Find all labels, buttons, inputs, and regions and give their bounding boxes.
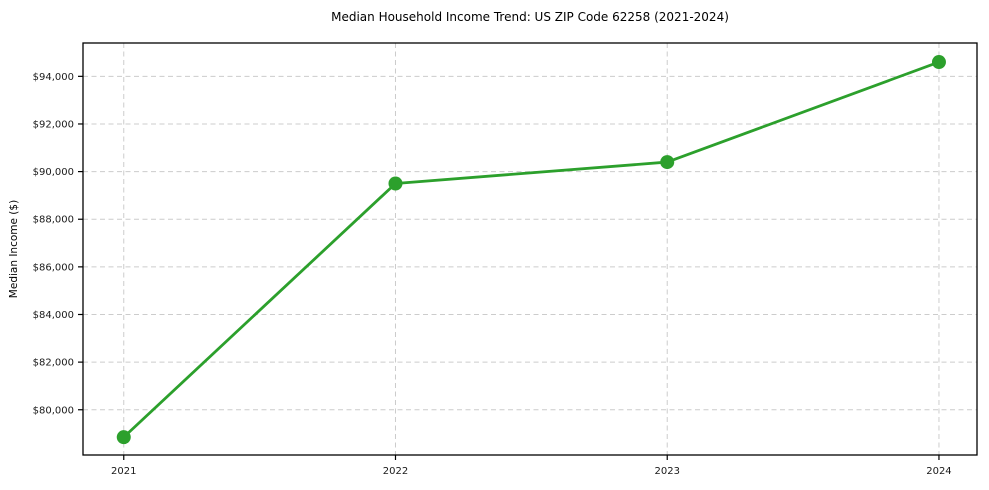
y-tick-label: $88,000 — [33, 215, 74, 226]
x-tick-label: 2022 — [383, 466, 408, 477]
y-tick-label: $82,000 — [33, 358, 74, 369]
y-tick-label: $94,000 — [33, 72, 74, 83]
data-point-2022 — [388, 176, 403, 191]
data-point-2021 — [116, 430, 131, 445]
income-trend-line — [122, 60, 941, 439]
y-tick-label: $90,000 — [33, 167, 74, 178]
chart-title: Median Household Income Trend: US ZIP Co… — [331, 10, 729, 24]
y-tick-label: $84,000 — [33, 310, 74, 321]
x-tick-label: 2021 — [111, 466, 136, 477]
y-tick-label: $80,000 — [33, 405, 74, 416]
x-tick-label: 2024 — [926, 466, 951, 477]
x-tick-label: 2023 — [654, 466, 679, 477]
y-tick-label: $86,000 — [33, 262, 74, 273]
y-tick-label: $92,000 — [33, 119, 74, 130]
plot-frame — [82, 42, 978, 456]
data-point-2024 — [931, 55, 946, 70]
data-point-2023 — [660, 155, 675, 170]
